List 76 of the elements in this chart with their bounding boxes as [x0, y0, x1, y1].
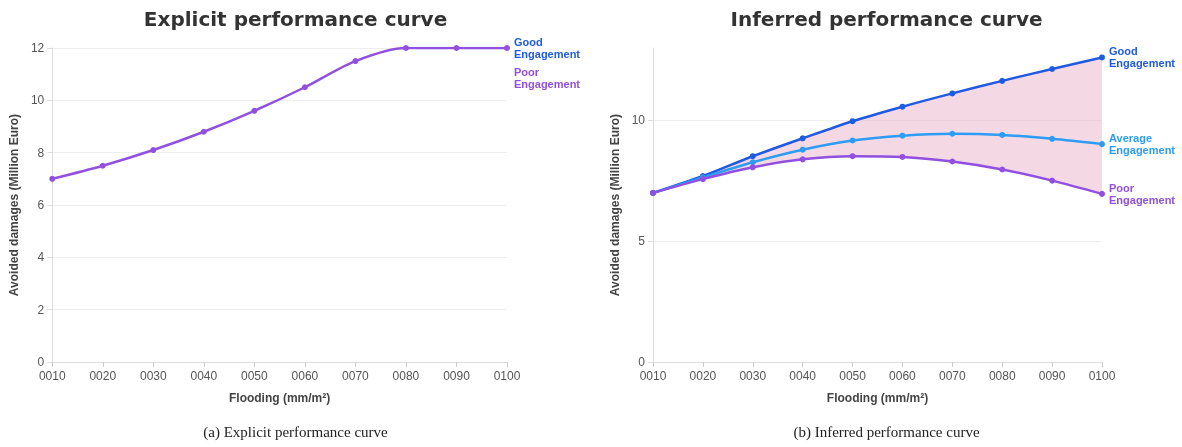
- point: [1099, 141, 1105, 148]
- point: [504, 45, 510, 51]
- point: [1049, 177, 1056, 184]
- x-tick-label: 0090: [1038, 369, 1066, 383]
- series-label: Average Engagement: [1109, 132, 1176, 157]
- point: [999, 131, 1006, 138]
- y-tick-label: 0: [37, 355, 45, 369]
- point: [899, 153, 906, 160]
- chart-title: Inferred performance curve: [730, 7, 1043, 31]
- point: [849, 137, 856, 144]
- point: [949, 130, 956, 137]
- point: [1049, 135, 1056, 142]
- point: [251, 107, 258, 114]
- legend-label: Good Engagement: [514, 36, 581, 60]
- x-tick-label: 0030: [139, 369, 167, 383]
- x-tick-label: 0080: [988, 369, 1016, 383]
- point: [352, 58, 359, 65]
- y-tick-label: 4: [37, 250, 45, 265]
- y-tick-label: 0: [638, 355, 646, 369]
- x-axis-title: Flooding (mm/m²): [228, 391, 331, 405]
- x-tick-label: 0080: [392, 369, 420, 383]
- x-tick-label: 0070: [938, 369, 966, 383]
- series-label: Poor Engagement: [1109, 181, 1176, 206]
- point: [949, 90, 956, 97]
- y-tick-label: 12: [30, 41, 45, 55]
- y-axis-title: Avoided damages (Million Euro): [607, 113, 622, 297]
- x-tick-label: 0040: [789, 369, 817, 383]
- y-axis-title: Avoided damages (Million Euro): [7, 113, 21, 297]
- point: [1049, 66, 1056, 73]
- text: (b) Inferred performance curve: [792, 424, 981, 441]
- point: [799, 135, 806, 142]
- series-label: Poor Engagement: [514, 66, 581, 90]
- point: [1099, 54, 1105, 61]
- series-label: Good Engagement: [1109, 45, 1176, 70]
- x-tick-label: 0060: [291, 369, 319, 383]
- point: [849, 118, 856, 125]
- x-tick-label: 0010: [639, 369, 667, 383]
- y-tick-label: 6: [37, 198, 45, 212]
- y-tick-label: 2: [37, 302, 45, 317]
- point: [402, 45, 409, 51]
- x-tick-label: 0020: [89, 369, 117, 383]
- y-tick-label: 8: [37, 145, 45, 160]
- point: [99, 162, 106, 169]
- x-tick-label: 0030: [739, 369, 767, 383]
- y-tick-label: 10: [631, 113, 646, 128]
- point: [999, 166, 1006, 173]
- point: [301, 84, 308, 91]
- text: (a) Explicit performance curve: [202, 424, 389, 441]
- x-tick-label: 0070: [342, 369, 370, 383]
- x-tick-label: 0060: [889, 369, 917, 383]
- point: [453, 45, 460, 51]
- x-tick-label: 0100: [1088, 369, 1116, 383]
- point: [999, 77, 1006, 84]
- x-tick-label: 0090: [443, 369, 471, 383]
- point: [849, 153, 856, 160]
- point: [799, 156, 806, 163]
- x-axis-title: Flooding (mm/m²): [826, 391, 929, 405]
- point: [799, 146, 806, 153]
- point: [899, 132, 906, 139]
- chart-title: Explicit performance curve: [143, 7, 448, 31]
- x-tick-label: 0100: [493, 369, 521, 383]
- point: [899, 103, 906, 110]
- point: [749, 159, 756, 166]
- point: [1099, 190, 1105, 197]
- x-tick-label: 0010: [38, 369, 66, 383]
- x-tick-label: 0040: [190, 369, 218, 383]
- x-tick-label: 0050: [839, 369, 867, 383]
- point: [49, 175, 56, 182]
- point: [150, 147, 157, 154]
- point: [749, 164, 756, 171]
- point: [749, 153, 756, 160]
- x-tick-label: 0020: [689, 369, 717, 383]
- y-tick-label: 5: [638, 234, 646, 249]
- y-tick-label: 10: [30, 93, 45, 108]
- point: [200, 128, 207, 135]
- x-tick-label: 0050: [241, 369, 269, 383]
